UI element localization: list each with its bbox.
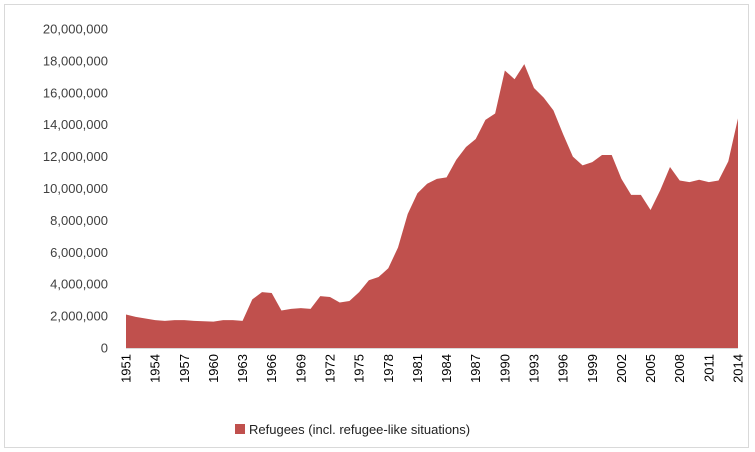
y-tick-label: 16,000,000 [43, 85, 108, 100]
x-tick-label: 2014 [731, 354, 746, 383]
x-tick-label: 1960 [206, 354, 221, 383]
x-tick-label: 1975 [352, 354, 367, 383]
y-axis: 0 2,000,000 4,000,000 6,000,000 8,000,000 10,… [43, 22, 108, 356]
x-tick-label: 1999 [585, 354, 600, 383]
y-tick-label: 8,000,000 [50, 213, 108, 228]
x-tick-label: 1954 [148, 354, 163, 383]
x-tick-label: 1987 [468, 354, 483, 383]
x-tick-label: 2008 [672, 354, 687, 383]
y-tick-label: 4,000,000 [50, 277, 108, 292]
y-tick-label: 12,000,000 [43, 149, 108, 164]
x-tick-label: 1966 [264, 354, 279, 383]
x-tick-label: 1951 [119, 354, 134, 383]
x-tick-label: 1972 [323, 354, 338, 383]
y-tick-label: 0 [101, 341, 108, 356]
y-tick-label: 18,000,000 [43, 53, 108, 68]
legend: Refugees (incl. refugee-like situations) [235, 422, 470, 437]
y-tick-label: 10,000,000 [43, 181, 108, 196]
x-tick-label: 1963 [235, 354, 250, 383]
x-tick-label: 1969 [293, 354, 308, 383]
x-tick-label: 1993 [527, 354, 542, 383]
x-tick-label: 1981 [410, 354, 425, 383]
x-tick-label: 1984 [439, 354, 454, 383]
x-tick-label: 2005 [643, 354, 658, 383]
x-tick-label: 1978 [381, 354, 396, 383]
y-tick-label: 6,000,000 [50, 245, 108, 260]
series-area [126, 64, 738, 348]
y-tick-label: 2,000,000 [50, 309, 108, 324]
x-tick-label: 1996 [556, 354, 571, 383]
legend-swatch [235, 424, 245, 434]
x-tick-label: 1990 [497, 354, 512, 383]
y-tick-label: 14,000,000 [43, 117, 108, 132]
x-tick-label: 2011 [701, 354, 716, 382]
x-axis: 1951 1954 1957 1960 1963 1966 1969 1972 1975 1978… [119, 348, 746, 383]
y-tick-label: 20,000,000 [43, 22, 108, 37]
plot-area [126, 64, 738, 348]
x-tick-label: 1957 [177, 354, 192, 383]
x-tick-label: 2002 [614, 354, 629, 383]
legend-label: Refugees (incl. refugee-like situations) [249, 422, 470, 437]
